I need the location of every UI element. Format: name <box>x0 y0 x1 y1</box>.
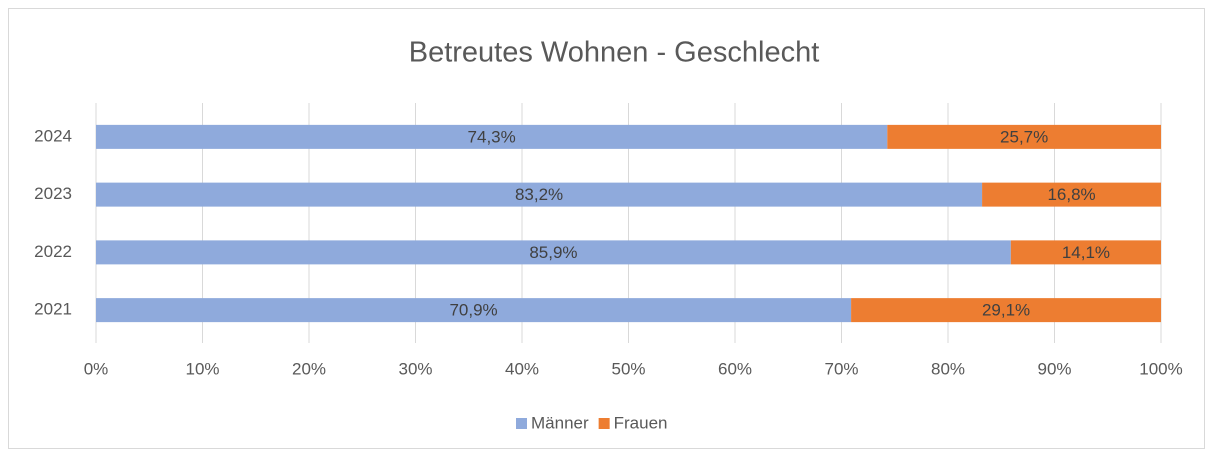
bar-segment <box>96 124 888 149</box>
x-tick-label: 20% <box>292 359 326 378</box>
data-label: 14,1% <box>1062 243 1110 262</box>
data-label: 29,1% <box>982 301 1030 320</box>
legend-label: Frauen <box>614 413 668 432</box>
data-label: 70,9% <box>449 301 497 320</box>
x-tick-label: 0% <box>84 359 109 378</box>
x-tick-label: 30% <box>398 359 432 378</box>
x-tick-label: 40% <box>505 359 539 378</box>
x-tick-label: 80% <box>931 359 965 378</box>
y-tick-label: 2024 <box>34 126 72 145</box>
bar-segment <box>96 182 983 207</box>
bar-segment <box>96 240 1011 265</box>
y-tick-label: 2021 <box>34 300 72 319</box>
x-tick-label: 50% <box>611 359 645 378</box>
data-label: 74,3% <box>468 127 516 146</box>
legend-swatch <box>516 418 527 429</box>
x-tick-label: 100% <box>1139 359 1182 378</box>
x-tick-label: 90% <box>1037 359 1071 378</box>
y-tick-label: 2023 <box>34 184 72 203</box>
bar-segment <box>1010 240 1161 265</box>
chart-title: Betreutes Wohnen - Geschlecht <box>409 37 820 69</box>
data-label: 25,7% <box>1000 127 1048 146</box>
bar-segment <box>982 182 1161 207</box>
bar-segment <box>96 298 852 323</box>
data-label: 83,2% <box>515 185 563 204</box>
y-tick-label: 2022 <box>34 242 72 261</box>
legend-label: Männer <box>531 413 589 432</box>
x-tick-label: 10% <box>185 359 219 378</box>
data-label: 16,8% <box>1047 185 1095 204</box>
x-tick-label: 60% <box>718 359 752 378</box>
x-tick-label: 70% <box>824 359 858 378</box>
data-label: 85,9% <box>529 243 577 262</box>
chart-border <box>8 8 1205 449</box>
bar-segment <box>887 124 1161 149</box>
legend-swatch <box>598 418 610 429</box>
bar-segment <box>851 298 1161 323</box>
